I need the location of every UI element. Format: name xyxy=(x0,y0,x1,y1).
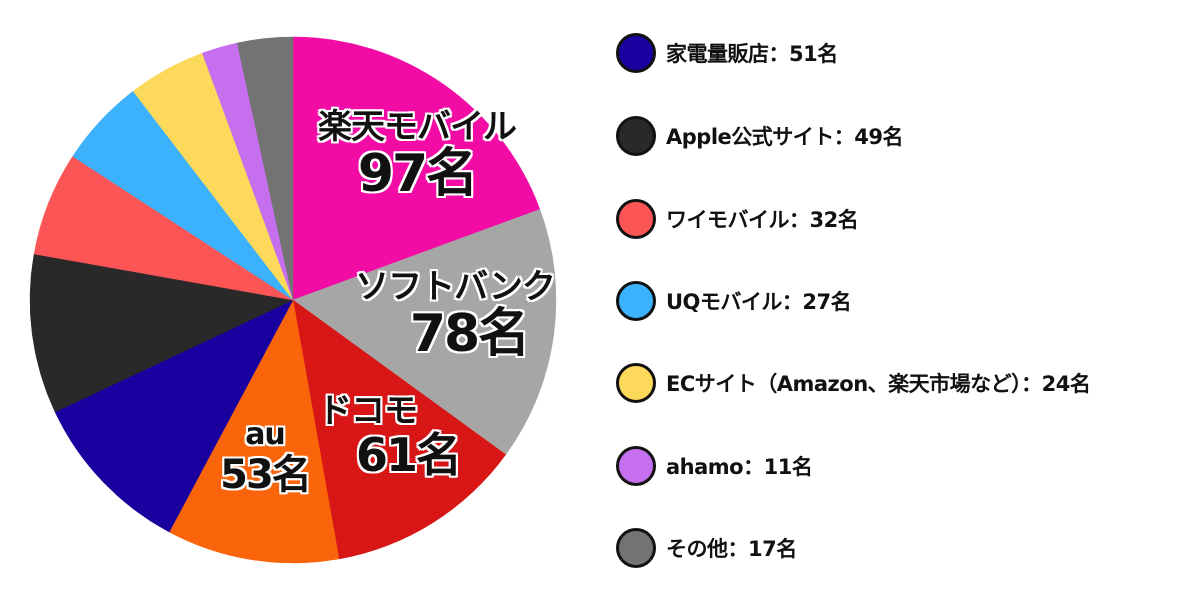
pie-slice xyxy=(54,299,294,533)
pie-slice xyxy=(29,253,294,413)
pie-slice xyxy=(292,209,557,455)
legend-label: ahamo：11名 xyxy=(666,455,813,479)
legend-label: Apple公式サイト：49名 xyxy=(666,125,903,149)
legend-item-uq: UQモバイル：27名 xyxy=(616,278,852,324)
legend-item-ymobile: ワイモバイル：32名 xyxy=(616,196,859,242)
legend-label: その他：17名 xyxy=(666,537,797,561)
slice-label-name: au xyxy=(245,417,286,452)
legend-swatch-icon xyxy=(616,363,656,403)
legend-swatch-icon xyxy=(616,199,656,239)
legend-swatch-icon xyxy=(616,281,656,321)
pie-slice xyxy=(168,299,340,564)
legend-item-ahamo: ahamo：11名 xyxy=(616,443,813,489)
slice-label-value: 61名 xyxy=(355,428,462,482)
pie-slice xyxy=(236,36,294,301)
slice-label-au: au 53名 xyxy=(210,417,320,499)
legend-item-other: その他：17名 xyxy=(616,525,797,571)
legend-item-ec: ECサイト（Amazon、楽天市場など）：24名 xyxy=(616,360,1091,406)
slice-label-name: ドコモ xyxy=(318,391,418,431)
pie-chart xyxy=(29,36,557,564)
legend-label: UQモバイル：27名 xyxy=(666,290,852,314)
legend-swatch-icon xyxy=(616,116,656,156)
slice-label-value: 97名 xyxy=(357,144,478,204)
slice-label-value: 78名 xyxy=(409,304,530,364)
pie-slice xyxy=(292,36,541,301)
slice-label-rakuten: 楽天モバイル 97名 xyxy=(302,108,532,202)
legend-item-apple: Apple公式サイト：49名 xyxy=(616,113,903,159)
legend-label: ワイモバイル：32名 xyxy=(666,208,859,232)
legend-label: ECサイト（Amazon、楽天市場など）：24名 xyxy=(666,372,1091,396)
legend-swatch-icon xyxy=(616,33,656,73)
slice-label-name: 楽天モバイル xyxy=(318,107,517,147)
legend-swatch-icon xyxy=(616,446,656,486)
legend-label: 家電量販店：51名 xyxy=(666,42,838,66)
slice-label-softbank: ソフトバンク 78名 xyxy=(340,268,570,362)
slice-label-docomo: ドコモ 61名 xyxy=(318,392,468,480)
slice-label-value: 53名 xyxy=(220,452,312,498)
pie-slice xyxy=(292,299,507,560)
legend-item-kaden: 家電量販店：51名 xyxy=(616,30,838,76)
legend-swatch-icon xyxy=(616,528,656,568)
slice-label-name: ソフトバンク xyxy=(355,267,556,307)
